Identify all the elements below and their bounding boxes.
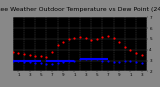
Point bbox=[101, 36, 104, 37]
Point bbox=[56, 45, 59, 46]
Point bbox=[140, 62, 143, 63]
Point bbox=[135, 61, 137, 62]
Point bbox=[56, 62, 59, 63]
Point bbox=[96, 59, 98, 60]
Point bbox=[84, 37, 87, 39]
Point bbox=[124, 46, 126, 47]
Point bbox=[118, 41, 120, 43]
Point bbox=[129, 49, 132, 50]
Point bbox=[62, 41, 64, 43]
Point bbox=[107, 35, 109, 36]
Point bbox=[96, 38, 98, 40]
Point bbox=[73, 37, 76, 39]
Point bbox=[40, 62, 42, 63]
Point bbox=[62, 61, 64, 62]
Point bbox=[45, 63, 48, 64]
Text: Milwaukee Weather Outdoor Temperature vs Dew Point (24 Hours): Milwaukee Weather Outdoor Temperature vs… bbox=[0, 7, 160, 12]
Point bbox=[73, 60, 76, 61]
Point bbox=[34, 62, 36, 63]
Point bbox=[40, 56, 42, 57]
Point bbox=[23, 53, 25, 55]
Point bbox=[12, 60, 14, 61]
Point bbox=[34, 56, 36, 57]
Point bbox=[112, 37, 115, 39]
Point bbox=[28, 61, 31, 62]
Point bbox=[28, 54, 31, 56]
Point bbox=[118, 61, 120, 62]
Point bbox=[68, 38, 70, 40]
Point bbox=[140, 54, 143, 56]
Point bbox=[90, 59, 92, 60]
Point bbox=[79, 59, 81, 60]
Point bbox=[135, 52, 137, 54]
Point bbox=[79, 36, 81, 37]
Point bbox=[45, 57, 48, 58]
Point bbox=[107, 60, 109, 61]
Point bbox=[90, 39, 92, 41]
Point bbox=[124, 60, 126, 61]
Point bbox=[129, 60, 132, 61]
Point bbox=[112, 61, 115, 62]
Point bbox=[17, 60, 20, 61]
Point bbox=[12, 51, 14, 53]
Point bbox=[23, 61, 25, 62]
Point bbox=[101, 60, 104, 61]
Point bbox=[51, 51, 53, 53]
Point bbox=[17, 52, 20, 54]
Point bbox=[68, 60, 70, 61]
Point bbox=[51, 63, 53, 64]
Point bbox=[84, 59, 87, 60]
